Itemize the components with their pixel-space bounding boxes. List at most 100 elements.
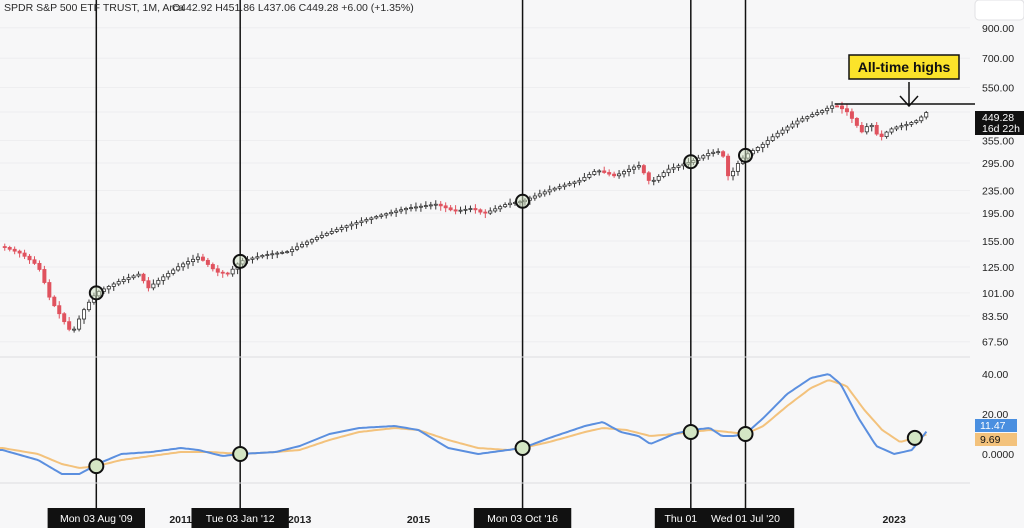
ohlc-readout: O442.92 H451.86 L437.06 C449.28 +6.00 (+…: [172, 2, 414, 14]
candle-body: [597, 170, 602, 173]
candle-body: [641, 165, 646, 174]
candle-body: [483, 211, 488, 214]
candle-body: [215, 268, 220, 273]
price-axis[interactable]: 900.00 700.00 550.00 355.00 295.00 235.00 195.…: [982, 23, 1014, 349]
candle-body: [760, 143, 765, 148]
candle-body: [52, 296, 57, 307]
candle-body: [37, 262, 42, 270]
candle-body: [265, 254, 270, 256]
price-tick-label: 900.00: [982, 23, 1014, 35]
candle-body: [369, 217, 374, 220]
candle-body: [334, 229, 339, 232]
candle-body: [413, 206, 418, 209]
candle-body: [557, 186, 562, 189]
candle-body: [111, 283, 116, 287]
candle-body: [394, 210, 399, 213]
candle-body: [924, 112, 929, 118]
indicator-tick-label: 40.00: [982, 369, 1008, 381]
candle-body: [636, 165, 641, 168]
macd-line: [0, 373, 928, 475]
candle-body: [731, 170, 736, 177]
candle-body: [47, 282, 52, 298]
candle-body: [726, 155, 731, 177]
price-tick-label: 195.00: [982, 208, 1014, 220]
candle-body: [567, 183, 572, 186]
candle-body: [186, 261, 191, 265]
crosshair-date-label: Mon 03 Aug '09: [60, 513, 133, 525]
candle-body: [176, 266, 181, 271]
candle-body: [775, 132, 780, 138]
candle-body: [354, 222, 359, 225]
candle-body: [755, 147, 760, 151]
candle-body: [374, 216, 379, 219]
candle-body: [562, 184, 567, 188]
candle-body: [869, 124, 874, 128]
price-tick-label: 295.00: [982, 158, 1014, 170]
candle-body: [304, 241, 309, 245]
candle-body: [508, 202, 513, 206]
candle-body: [815, 112, 820, 116]
indicator-cross-marker: [737, 426, 754, 442]
candle-body: [914, 120, 919, 123]
crosshair-date-badge: [473, 508, 572, 528]
candle-body: [874, 124, 879, 135]
candle-body: [72, 328, 77, 331]
candle-body: [62, 313, 67, 323]
candle-body: [344, 225, 349, 229]
candle-body: [468, 208, 473, 210]
settings-button[interactable]: [974, 0, 1024, 21]
plot-background: [0, 0, 970, 528]
candle-body: [181, 263, 186, 268]
candle-body: [418, 205, 423, 208]
candle-body: [17, 250, 22, 254]
candle-body: [408, 207, 413, 210]
price-tick-label: 700.00: [982, 53, 1014, 65]
symbol-title: SPDR S&P 500 ETF TRUST, 1M, Arca: [4, 2, 184, 14]
candle-body: [503, 204, 508, 208]
candle-body: [2, 246, 7, 248]
candle-body: [255, 256, 260, 259]
candle-body: [433, 203, 438, 206]
candle-body: [622, 171, 627, 175]
price-cross-marker: [738, 147, 754, 163]
candle-body: [498, 206, 503, 210]
ath-label: All-time highs: [858, 59, 951, 75]
ath-annotation: All-time highs: [834, 54, 975, 108]
candle-body: [721, 151, 726, 157]
candle-body: [106, 286, 111, 290]
candle-body: [889, 128, 894, 133]
time-tick-label: 2013: [288, 514, 312, 526]
macd-value: 11.47: [980, 420, 1006, 432]
candle-body: [904, 123, 909, 127]
candle-body: [919, 116, 924, 122]
time-axis[interactable]: 2011 2013 2015 2023 Mon 03 Aug '09 Tue 03 Jan…: [47, 508, 906, 528]
indicator-cross-marker: [514, 440, 531, 456]
candle-body: [191, 258, 196, 263]
price-tick-label: 67.50: [982, 337, 1008, 349]
candle-body: [195, 256, 200, 260]
candle-body: [532, 195, 537, 199]
price-tick-label: 550.00: [982, 82, 1014, 94]
candle-body: [656, 176, 661, 181]
candle-body: [864, 126, 869, 133]
candle-body: [711, 151, 716, 154]
candle-body: [220, 271, 225, 274]
candle-body: [666, 168, 671, 174]
arrow-down-icon: [899, 82, 919, 108]
candle-body: [82, 309, 87, 320]
candle-body: [428, 204, 433, 207]
cross-markers: [88, 147, 923, 475]
candle-body: [329, 231, 334, 234]
candle-body: [379, 214, 384, 217]
indicator-tick-label: 20.00: [982, 409, 1008, 421]
candle-body: [537, 193, 542, 197]
price-tick-label: 235.00: [982, 186, 1014, 198]
candle-body: [790, 123, 795, 128]
candle-body: [785, 126, 790, 131]
candle-body: [200, 256, 205, 261]
time-tick-label: 2023: [882, 514, 906, 526]
candle-body: [572, 181, 577, 184]
price-cross-marker: [515, 193, 531, 209]
indicator-axis[interactable]: 40.00 20.00 0.0000: [982, 369, 1014, 461]
